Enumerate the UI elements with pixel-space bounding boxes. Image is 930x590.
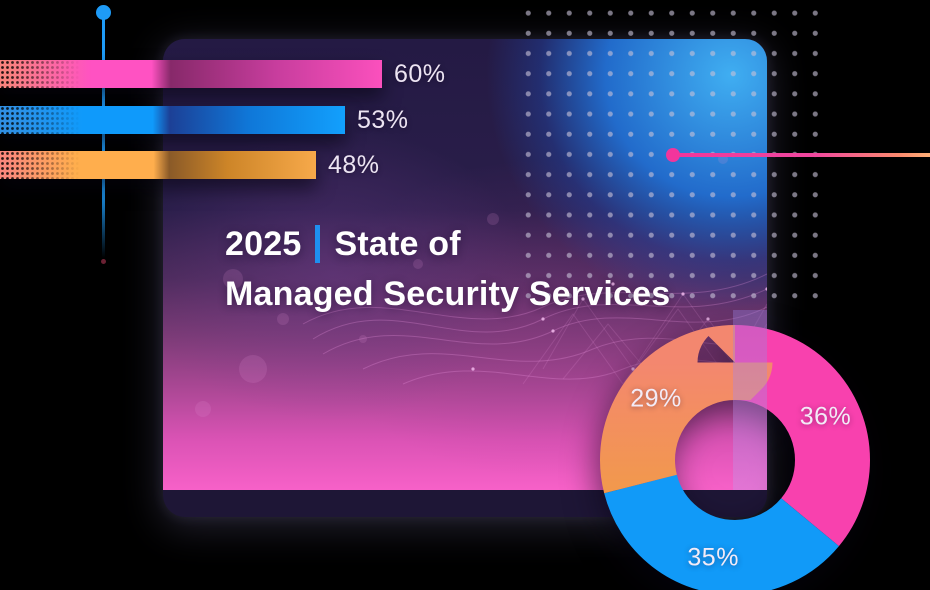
- bar-segment: [0, 151, 316, 179]
- title-divider: [315, 225, 321, 263]
- title-year: 2025: [225, 225, 302, 263]
- donut-value-label: 36%: [799, 402, 852, 431]
- bar-row: 60%: [0, 60, 472, 88]
- donut-value-label: 35%: [687, 543, 739, 572]
- bar-row: 53%: [0, 105, 435, 134]
- blue-line-end-dot: [96, 5, 111, 20]
- donut-value-label: 29%: [630, 384, 682, 413]
- bar-value-label: 48%: [328, 151, 380, 179]
- bar-value-label: 53%: [357, 105, 409, 134]
- title-line-1: 2025 State of: [225, 219, 670, 269]
- donut-segment: [600, 325, 870, 590]
- pink-line-end-dot: [666, 148, 680, 162]
- blue-line-tail-dot: [101, 259, 106, 264]
- bar-segment: [0, 105, 345, 134]
- bar-row: 48%: [0, 151, 406, 179]
- title-heading-rest: State of: [334, 225, 461, 263]
- horizontal-accent-line: [666, 148, 930, 162]
- title-line-2: Managed Security Services: [225, 275, 671, 313]
- donut-chart: [600, 325, 870, 590]
- donut-segment: [600, 325, 870, 590]
- vertical-accent-line: [96, 5, 111, 264]
- page-title: 2025 State of Managed Security Services: [225, 219, 670, 319]
- bar-segment: [0, 60, 382, 88]
- glass-strip-decoration: [733, 310, 767, 490]
- bar-value-label: 60%: [394, 60, 446, 88]
